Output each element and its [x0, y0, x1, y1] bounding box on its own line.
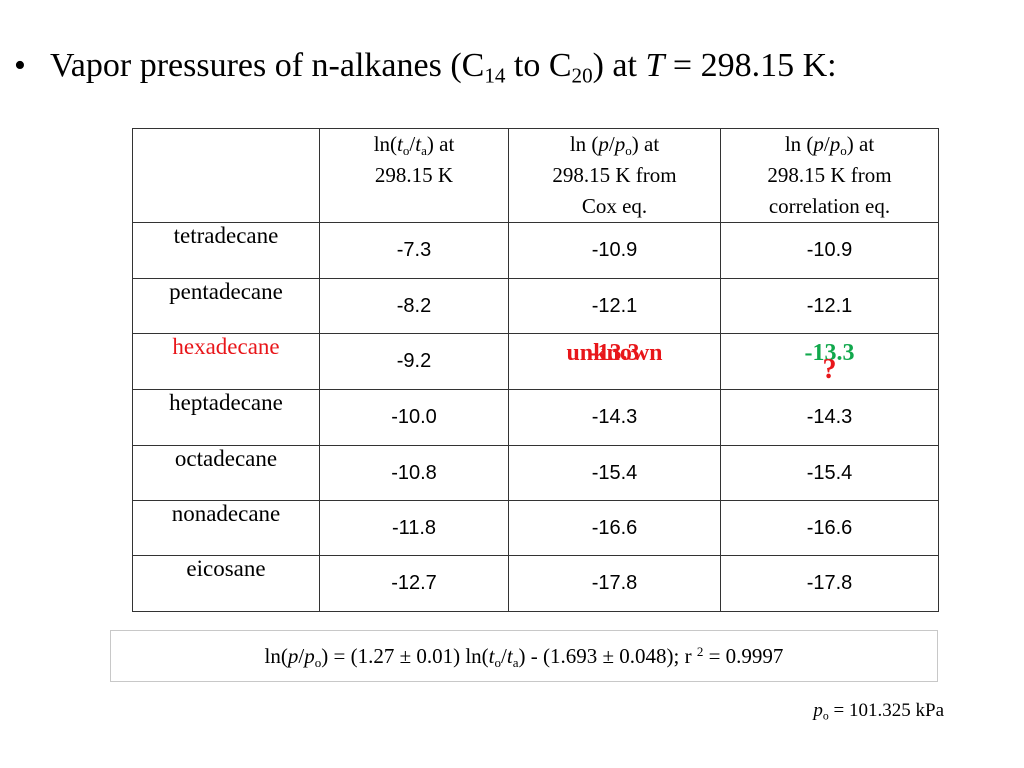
compound-name: octadecane	[132, 445, 320, 501]
value-cox: -17.8	[508, 555, 721, 612]
bullet: •	[14, 47, 26, 84]
cox-value-unknown: unknown	[566, 340, 663, 366]
compound-name: heptadecane	[132, 389, 320, 446]
compound-name: pentadecane	[132, 278, 320, 334]
value-ln-to-ta: -12.7	[319, 555, 509, 612]
compound-name: nonadecane	[132, 500, 320, 556]
value-ln-to-ta: -11.8	[319, 500, 509, 556]
value-cox: -14.3	[508, 389, 721, 446]
compound-name: eicosane	[132, 555, 320, 612]
header-empty	[132, 128, 320, 223]
header-cox-eq: ln (p/po) at 298.15 K from Cox eq.	[508, 128, 721, 223]
value-ln-to-ta: -9.2	[319, 333, 509, 390]
table-row: nonadecane -11.8 -16.6 -16.6	[132, 500, 939, 556]
value-cox: -12.1	[508, 278, 721, 334]
correlation-equation: ln(p/po) = (1.27 ± 0.01) ln(to/ta) - (1.…	[110, 630, 938, 682]
table-row: heptadecane -10.0 -14.3 -14.3	[132, 389, 939, 446]
value-cox: -10.9	[508, 222, 721, 279]
value-correlation: -14.3	[720, 389, 939, 446]
reference-pressure-note: po = 101.325 kPa	[813, 700, 944, 723]
table-row-highlighted: hexadecane -9.2 -13.3 unknown -13.3 ?	[132, 333, 939, 390]
value-correlation: -15.4	[720, 445, 939, 501]
value-correlation-highlight: -13.3 ?	[720, 333, 939, 390]
value-correlation: -17.8	[720, 555, 939, 612]
vapor-pressure-table: ln(to/ta) at 298.15 K ln (p/po) at 298.1…	[132, 128, 939, 612]
value-ln-to-ta: -7.3	[319, 222, 509, 279]
table-header-row: ln(to/ta) at 298.15 K ln (p/po) at 298.1…	[132, 128, 939, 223]
compound-name: hexadecane	[132, 333, 320, 390]
value-correlation: -12.1	[720, 278, 939, 334]
value-correlation: -16.6	[720, 500, 939, 556]
value-cox: -15.4	[508, 445, 721, 501]
value-ln-to-ta: -10.0	[319, 389, 509, 446]
cox-value-estimate: -13.3	[589, 340, 640, 366]
question-mark: ?	[822, 354, 837, 385]
value-ln-to-ta: -8.2	[319, 278, 509, 334]
compound-name: tetradecane	[132, 222, 320, 279]
table-row: eicosane -12.7 -17.8 -17.8	[132, 555, 939, 612]
correlation-value-predicted: -13.3	[804, 340, 855, 366]
slide-title: • Vapor pressures of n-alkanes (C14 to C2…	[14, 42, 837, 90]
value-cox-overlap: -13.3 unknown	[508, 333, 721, 390]
header-correlation-eq: ln (p/po) at 298.15 K from correlation e…	[720, 128, 939, 223]
table-row: octadecane -10.8 -15.4 -15.4	[132, 445, 939, 501]
value-cox: -16.6	[508, 500, 721, 556]
value-ln-to-ta: -10.8	[319, 445, 509, 501]
header-ln-to-ta: ln(to/ta) at 298.15 K	[319, 128, 509, 223]
table-row: pentadecane -8.2 -12.1 -12.1	[132, 278, 939, 334]
table-row: tetradecane -7.3 -10.9 -10.9	[132, 222, 939, 279]
value-correlation: -10.9	[720, 222, 939, 279]
